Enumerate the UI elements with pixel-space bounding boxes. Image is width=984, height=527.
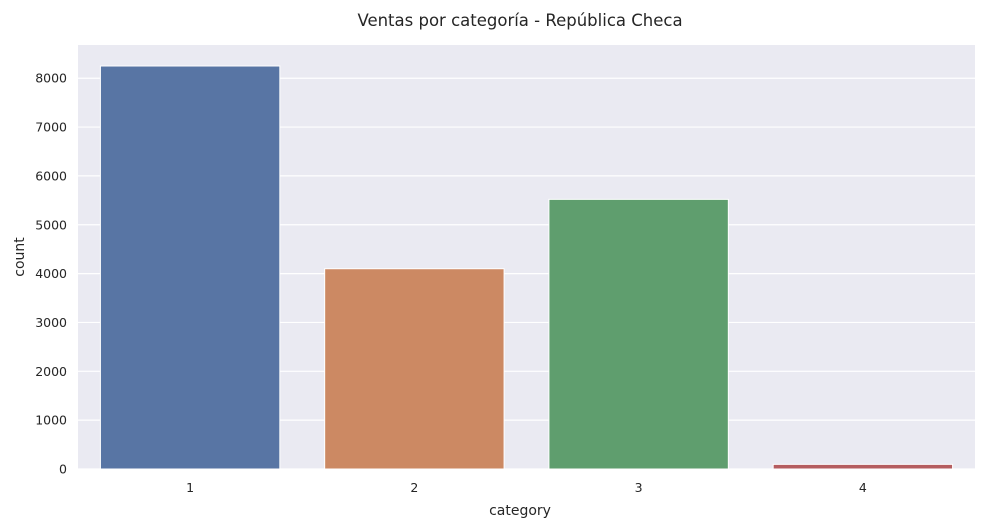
y-tick-label-5000: 5000 [35, 217, 67, 232]
bar-category-4 [772, 463, 954, 470]
y-tick-label-1000: 1000 [35, 413, 67, 428]
y-tick-label-6000: 6000 [35, 168, 67, 183]
x-tick-label-3: 3 [635, 480, 643, 495]
y-tick-label-3000: 3000 [35, 315, 67, 330]
y-axis-label: count [12, 237, 28, 277]
bars [99, 65, 954, 470]
x-tick-label-2: 2 [410, 480, 418, 495]
x-tick-label-4: 4 [859, 480, 867, 495]
bar-category-2 [324, 268, 505, 470]
y-tick-label-4000: 4000 [35, 266, 67, 281]
y-tick-label-7000: 7000 [35, 120, 67, 135]
x-tick-label-1: 1 [186, 480, 194, 495]
y-tick-label-2000: 2000 [35, 364, 67, 379]
y-tick-label-0: 0 [59, 462, 67, 477]
chart-title: Ventas por categoría - República Checa [357, 11, 682, 30]
x-tick-labels: 1 2 3 4 [186, 480, 867, 495]
bar-category-3 [548, 198, 729, 470]
x-axis-label: category [489, 503, 551, 519]
y-tick-label-8000: 8000 [35, 71, 67, 86]
y-tick-labels: 0 1000 2000 3000 4000 5000 6000 7000 8000 [35, 71, 67, 477]
bar-category-1 [99, 65, 281, 470]
